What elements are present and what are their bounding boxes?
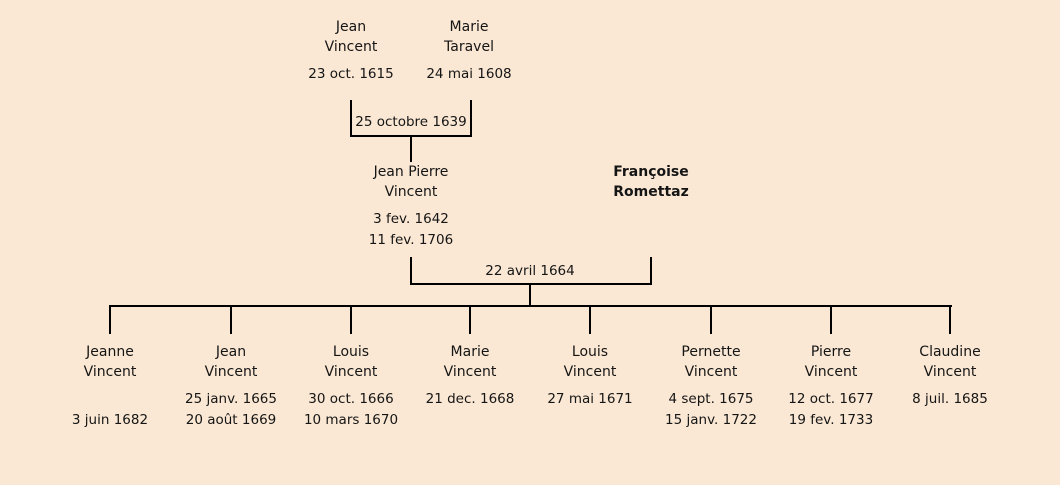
person-death-date [890,410,1010,431]
person-birth-date: 30 oct. 1666 [308,391,394,407]
child-drop-line-3 [350,307,352,334]
person-death-date: 3 juin 1682 [71,412,149,428]
marriage2-bottom-line [410,283,652,285]
person-birth-date: 3 fev. 1642 [373,211,449,227]
person-birth-date: 21 dec. 1668 [425,391,515,407]
person-death-date: 19 fev. 1733 [788,412,874,428]
person-first-name: Marie [450,344,490,360]
child-drop-line-7 [830,307,832,334]
person-first-name: Louis [332,344,370,360]
person-last-name: Romettaz [613,184,689,200]
person-birth-date: 23 oct. 1615 [308,66,394,82]
person-child-2: Jean Vincent 25 janv. 1665 20 août 1669 [171,342,291,431]
person-child-1: Jeanne Vincent 3 juin 1682 [50,342,170,431]
marriage1-bottom-line [350,135,472,137]
person-last-name: Vincent [324,39,378,55]
marriage1-descent-line [410,137,412,162]
marriage2-date-label: 22 avril 1664 [485,263,575,279]
person-death-date: 11 fev. 1706 [368,232,454,248]
person-first-name: Jean [215,344,247,360]
person-mother: Françoise Romettaz [591,162,711,202]
person-death-date [530,410,650,431]
person-first-name: Françoise [613,164,689,180]
marriage1-date-label: 25 octobre 1639 [355,114,467,130]
person-last-name: Vincent [563,364,617,380]
person-first-name: Jean [335,19,367,35]
person-birth-date [50,389,170,410]
child-drop-line-8 [949,307,951,334]
person-first-name: Jeanne [86,344,134,360]
person-birth-date: 8 juil. 1685 [912,391,988,407]
person-death-date: 20 août 1669 [185,412,277,428]
marriage1-right-line [470,100,472,137]
person-birth-date: 25 janv. 1665 [185,391,277,407]
person-birth-date: 27 mai 1671 [547,391,633,407]
child-drop-line-1 [109,307,111,334]
marriage2-right-line [650,257,652,285]
child-drop-line-6 [710,307,712,334]
person-death-date [410,410,530,431]
person-first-name: Pierre [810,344,852,360]
person-grandmother: Marie Taravel 24 mai 1608 [409,17,529,85]
person-child-4: Marie Vincent 21 dec. 1668 [410,342,530,431]
person-first-name: Pernette [681,344,741,360]
person-first-name: Marie [449,19,489,35]
person-grandfather: Jean Vincent 23 oct. 1615 [291,17,411,85]
person-last-name: Vincent [324,364,378,380]
person-last-name: Vincent [443,364,497,380]
person-first-name: Claudine [919,344,981,360]
child-drop-line-5 [589,307,591,334]
person-last-name: Vincent [83,364,137,380]
marriage2-left-line [410,257,412,285]
person-first-name: Jean Pierre [373,164,449,180]
person-birth-date: 24 mai 1608 [426,66,512,82]
sibling-line [109,305,952,307]
person-last-name: Vincent [923,364,977,380]
person-child-7: Pierre Vincent 12 oct. 1677 19 fev. 1733 [771,342,891,431]
person-last-name: Vincent [384,184,438,200]
child-drop-line-2 [230,307,232,334]
marriage2-descent-line [529,285,531,306]
person-death-date: 10 mars 1670 [303,412,399,428]
person-last-name: Taravel [444,39,494,55]
person-child-3: Louis Vincent 30 oct. 1666 10 mars 1670 [291,342,411,431]
person-last-name: Vincent [204,364,258,380]
person-child-6: Pernette Vincent 4 sept. 1675 15 janv. 1… [651,342,771,431]
person-last-name: Vincent [684,364,738,380]
person-first-name: Louis [571,344,609,360]
person-birth-date: 4 sept. 1675 [668,391,754,407]
person-father: Jean Pierre Vincent 3 fev. 1642 11 fev. … [351,162,471,251]
person-child-5: Louis Vincent 27 mai 1671 [530,342,650,431]
person-child-8: Claudine Vincent 8 juil. 1685 [890,342,1010,431]
person-birth-date: 12 oct. 1677 [788,391,874,407]
marriage1-left-line [350,100,352,137]
person-last-name: Vincent [804,364,858,380]
person-death-date: 15 janv. 1722 [665,412,757,428]
child-drop-line-4 [469,307,471,334]
